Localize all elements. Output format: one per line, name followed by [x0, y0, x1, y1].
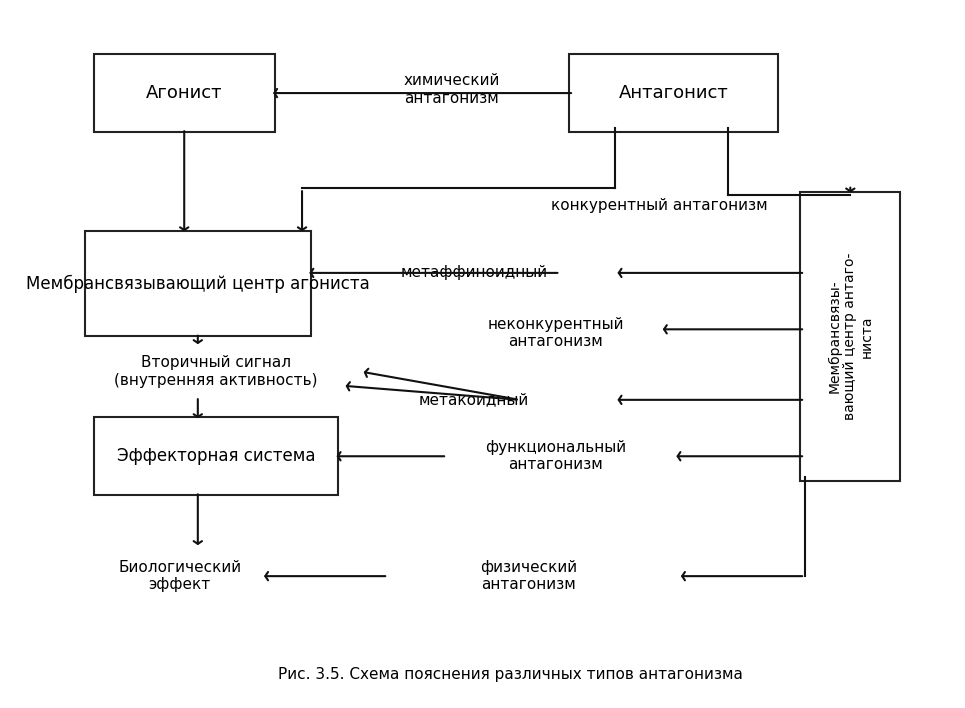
- FancyBboxPatch shape: [569, 55, 778, 132]
- Text: метаффиноидный: метаффиноидный: [400, 266, 548, 280]
- Text: конкурентный антагонизм: конкурентный антагонизм: [551, 198, 768, 213]
- Text: метакоидный: метакоидный: [419, 392, 530, 407]
- Text: Эффекторная система: Эффекторная система: [117, 447, 316, 465]
- Text: Биологический
эффект: Биологический эффект: [118, 560, 241, 593]
- FancyBboxPatch shape: [801, 192, 900, 481]
- Text: Мембрансвязы-
вающий центр антаго-
ниста: Мембрансвязы- вающий центр антаго- ниста: [827, 253, 873, 420]
- Text: Мембрансвязывающий центр агониста: Мембрансвязывающий центр агониста: [26, 275, 370, 292]
- Text: неконкурентный
антагонизм: неконкурентный антагонизм: [487, 316, 624, 349]
- Text: химический
антагонизм: химический антагонизм: [403, 74, 500, 105]
- Text: физический
антагонизм: физический антагонизм: [480, 560, 577, 593]
- FancyBboxPatch shape: [94, 418, 339, 495]
- Text: Антагонист: Антагонист: [619, 84, 729, 102]
- Text: Вторичный сигнал
(внутренняя активность): Вторичный сигнал (внутренняя активность): [114, 355, 317, 388]
- FancyBboxPatch shape: [94, 55, 275, 132]
- Text: функциональный
антагонизм: функциональный антагонизм: [485, 440, 626, 472]
- Text: Агонист: Агонист: [146, 84, 223, 102]
- Text: Рис. 3.5. Схема пояснения различных типов антагонизма: Рис. 3.5. Схема пояснения различных типо…: [278, 668, 743, 683]
- FancyBboxPatch shape: [85, 231, 311, 336]
